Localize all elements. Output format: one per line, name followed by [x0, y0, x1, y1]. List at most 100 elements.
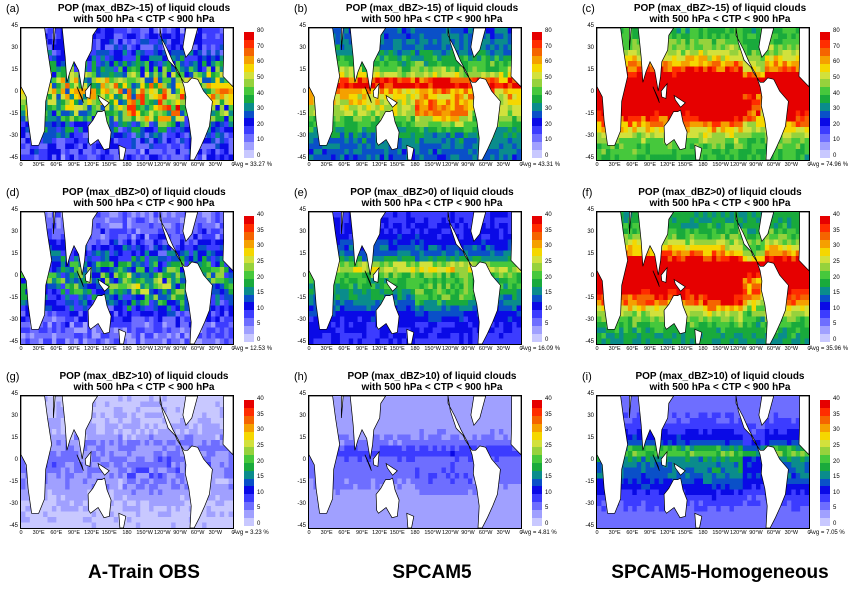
heatmap-cell [786, 154, 792, 160]
heatmap-cell [512, 138, 518, 145]
heatmap-cell [720, 28, 726, 35]
heatmap-cell [82, 83, 88, 90]
heatmap-cell [370, 121, 376, 128]
heatmap-cell [87, 116, 93, 123]
heatmap-cell [157, 300, 163, 307]
heatmap-cell [184, 311, 190, 318]
heatmap-cell [703, 105, 709, 112]
heatmap-cell [786, 149, 792, 156]
heatmap-cell [51, 116, 57, 123]
heatmap-cell [210, 121, 216, 128]
heatmap-cell [25, 322, 31, 329]
heatmap-cell [166, 228, 172, 235]
heatmap-cell [322, 143, 328, 150]
heatmap-cell [215, 294, 221, 301]
heatmap-cell [791, 94, 797, 101]
heatmap-cell [219, 99, 225, 106]
heatmap-cell [224, 149, 230, 156]
heatmap-cell [782, 50, 788, 57]
heatmap-cell [773, 61, 779, 68]
heatmap-cell [507, 143, 513, 150]
heatmap-cell [104, 250, 110, 257]
heatmap-cell [228, 316, 233, 323]
heatmap-cell [747, 110, 753, 117]
heatmap-cell [507, 28, 513, 35]
heatmap-cell [689, 94, 695, 101]
x-tick-label: 120°E [84, 346, 100, 352]
heatmap-cell [149, 228, 155, 235]
heatmap-cell [716, 33, 722, 40]
heatmap-cell [171, 278, 177, 285]
heatmap-cell [392, 77, 398, 84]
chart-panel: (b) POP (max_dBZ>-15) of liquid clouds wit… [292, 2, 572, 177]
heatmap-cell [348, 127, 354, 134]
heatmap-cell [131, 294, 137, 301]
heatmap-cell [485, 217, 491, 224]
heatmap-cell [122, 33, 128, 40]
heatmap-cell [791, 99, 797, 106]
x-tick-label: 30°W [496, 162, 511, 168]
heatmap-cell [109, 61, 115, 68]
heatmap-cell [711, 50, 717, 57]
heatmap-cell [388, 223, 394, 230]
heatmap-cell [113, 143, 119, 150]
heatmap-cell [454, 61, 460, 68]
heatmap-cell [636, 72, 642, 79]
heatmap-cell [468, 121, 474, 128]
chart-title: POP (max_dBZ>-15) of liquid clouds [633, 3, 807, 14]
heatmap-cell [742, 149, 748, 156]
heatmap-cell [463, 28, 469, 35]
heatmap-cell [162, 33, 168, 40]
heatmap-cell [401, 66, 407, 73]
heatmap-cell [157, 39, 163, 46]
heatmap-cell [47, 327, 53, 334]
heatmap-cell [685, 105, 691, 112]
heatmap-cell [733, 143, 739, 150]
heatmap-cell [419, 50, 425, 57]
heatmap-cell [78, 283, 84, 290]
heatmap-cell [703, 50, 709, 57]
heatmap-cell [498, 127, 504, 134]
heatmap-cell [375, 77, 381, 84]
heatmap-cell [782, 138, 788, 145]
heatmap-cell [432, 72, 438, 79]
heatmap-cell [56, 88, 62, 95]
heatmap-cell [153, 110, 159, 117]
heatmap-cell [415, 55, 421, 62]
heatmap-cell [751, 149, 757, 156]
heatmap-cell [131, 278, 137, 285]
heatmap-cell [645, 83, 651, 90]
heatmap-cell [716, 127, 722, 134]
heatmap-cell [202, 154, 208, 160]
heatmap-cell [175, 72, 181, 79]
heatmap-cell [140, 338, 146, 344]
heatmap-cell [140, 149, 146, 156]
heatmap-cell [215, 239, 221, 246]
heatmap-cell [144, 333, 150, 340]
heatmap-cell [468, 99, 474, 106]
heatmap-cell [153, 278, 159, 285]
heatmap-cell [454, 66, 460, 73]
heatmap-cell [597, 138, 603, 145]
x-tick-label: 120°W [730, 162, 747, 168]
heatmap-cell [127, 143, 133, 150]
heatmap-cell [415, 72, 421, 79]
heatmap-cell [51, 66, 57, 73]
heatmap-cell [82, 110, 88, 117]
heatmap-cell [219, 110, 225, 117]
heatmap-cell [180, 94, 186, 101]
heatmap-cell [623, 116, 629, 123]
heatmap-cell [144, 217, 150, 224]
heatmap-cell [113, 99, 119, 106]
heatmap-cell [100, 61, 106, 68]
heatmap-cell [25, 333, 31, 340]
heatmap-cell [654, 138, 660, 145]
heatmap-cell [140, 267, 146, 274]
landmass [597, 28, 628, 146]
heatmap-cell [344, 116, 350, 123]
heatmap-cell [140, 39, 146, 46]
heatmap-cell [498, 61, 504, 68]
heatmap-cell [503, 149, 509, 156]
colorbar-segment [820, 94, 830, 103]
heatmap-cell [171, 132, 177, 139]
